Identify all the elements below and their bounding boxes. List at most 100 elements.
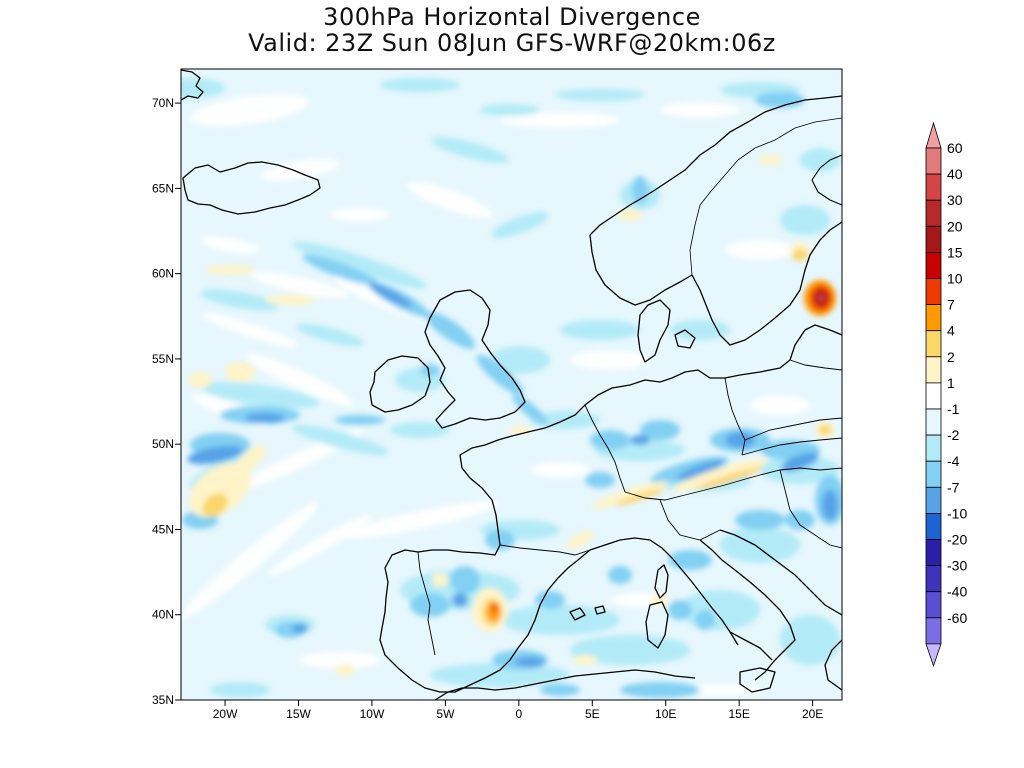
sweden-norway-border [689, 117, 842, 276]
colorbar-swatch [925, 330, 942, 358]
scandinavia-coastline [589, 95, 842, 236]
great-britain-coastline [424, 289, 526, 429]
colorbar-swatch [925, 304, 942, 332]
colorbar-swatch [925, 278, 942, 306]
lon-tick-label: 10W [360, 707, 385, 721]
chart-title: 300hPa Horizontal Divergence [323, 3, 701, 31]
colorbar-swatch [925, 591, 942, 619]
colorbar-swatch [925, 565, 942, 593]
colorbar-swatch [925, 173, 942, 201]
greenland-coastline [181, 69, 204, 101]
colorbar-swatch [925, 199, 942, 227]
lat-tick-label: 40N [152, 608, 174, 622]
lon-tick-label: 10E [655, 707, 676, 721]
chart-subtitle: Valid: 23Z Sun 08Jun GFS-WRF@20km:06z [248, 29, 776, 57]
lon-tick-label: 5W [436, 707, 455, 721]
colorbar-top-arrow [925, 121, 942, 149]
colorbar-label: 7 [947, 297, 955, 313]
colorbar-label: -4 [947, 453, 960, 469]
balkan-border [779, 469, 842, 549]
colorbar-label: 30 [947, 192, 963, 208]
plot-area [181, 69, 842, 700]
north-africa-coastline [434, 669, 696, 700]
denmark-coastline [637, 299, 671, 363]
lat-tick-label: 60N [152, 267, 174, 281]
norway-south-coastline [589, 234, 693, 306]
lat-tick-label: 50N [152, 437, 174, 451]
baltic-states-border [789, 359, 842, 371]
central-europe-border [741, 437, 842, 456]
divergence-field [181, 78, 842, 698]
colorbar-swatch [925, 356, 942, 384]
latitude-axis: 70N 65N 60N 55N 50N 45N 40N 35N [152, 96, 181, 707]
france-spain-border [499, 544, 591, 556]
colorbar-swatch [925, 617, 942, 645]
colorbar-bottom-arrow [925, 643, 942, 668]
divergence-maxima [487, 280, 836, 622]
colorbar-label: -2 [947, 427, 960, 443]
colorbar-label: -60 [947, 610, 967, 626]
divergence-minus7-patches [187, 282, 838, 667]
colorbar-label: 4 [947, 323, 955, 339]
sardinia-coastline [645, 601, 669, 649]
lon-tick-label: 15W [286, 707, 311, 721]
colorbar-label: 60 [947, 140, 963, 156]
colorbar-label: -30 [947, 558, 967, 574]
ireland-coastline [369, 355, 431, 413]
colorbar-label: -10 [947, 505, 967, 521]
colorbar-swatch [925, 539, 942, 567]
colorbar-label: 10 [947, 271, 963, 287]
lat-tick-label: 65N [152, 181, 174, 195]
france-germany-border [584, 404, 626, 493]
lon-tick-label: 0 [516, 707, 523, 721]
colorbar-label: -20 [947, 532, 967, 548]
italy-north-border [659, 499, 721, 541]
colorbar-swatch [925, 460, 942, 488]
colorbar-swatch [925, 513, 942, 540]
corsica-coastline [654, 564, 669, 599]
lon-tick-label: 5E [585, 707, 600, 721]
colorbar-label: -7 [947, 479, 960, 495]
sweden-coastline [691, 221, 842, 346]
colorbar-swatch [925, 382, 942, 410]
longitude-axis: 20W 15W 10W 5W 0 5E 10E 15E 20E [213, 700, 823, 721]
colorbar-label: -1 [947, 401, 960, 417]
colorbar-swatch [925, 408, 942, 436]
plot-frame [180, 68, 843, 701]
colorbar-label: 15 [947, 244, 963, 260]
germany-east-border [724, 377, 746, 456]
divergence-plus2-patches [188, 155, 835, 676]
alps-border [624, 467, 842, 501]
finland-coastline [811, 154, 842, 206]
colorbar-label: 20 [947, 218, 963, 234]
colorbar-label: -40 [947, 584, 967, 600]
balkan-coastline [824, 639, 842, 691]
colorbar-label: 40 [947, 166, 963, 182]
colorbar: 60 40 30 20 15 10 7 4 2 1 -1 -2 -4 -7 -10 -20 -30 -40 -60 [925, 121, 967, 668]
colorbar-label: 2 [947, 349, 955, 365]
balearic-coastline [569, 605, 606, 621]
sicily-coastline [739, 667, 776, 693]
lat-tick-label: 70N [152, 96, 174, 110]
title-block: 300hPa Horizontal Divergence Valid: 23Z … [0, 4, 1024, 56]
lon-tick-label: 20E [802, 707, 823, 721]
poland-border [744, 417, 842, 441]
colorbar-label: 1 [947, 375, 955, 391]
danish-islands [674, 329, 696, 349]
lon-tick-label: 20W [213, 707, 238, 721]
colorbar-swatch [925, 147, 942, 175]
political-borders [417, 359, 842, 656]
colorbar-swatch [925, 486, 942, 514]
lat-tick-label: 45N [152, 522, 174, 536]
europe-atlantic-coastline [379, 369, 725, 693]
lat-tick-label: 35N [152, 693, 174, 707]
spain-portugal-border [417, 551, 436, 656]
colorbar-swatch [925, 225, 942, 253]
iceland-coastline [182, 161, 321, 215]
colorbar-swatch [925, 434, 942, 462]
lat-tick-label: 55N [152, 352, 174, 366]
baltic-coastline [724, 324, 842, 379]
near-zero-streaks [181, 93, 810, 696]
coastlines [181, 69, 842, 700]
